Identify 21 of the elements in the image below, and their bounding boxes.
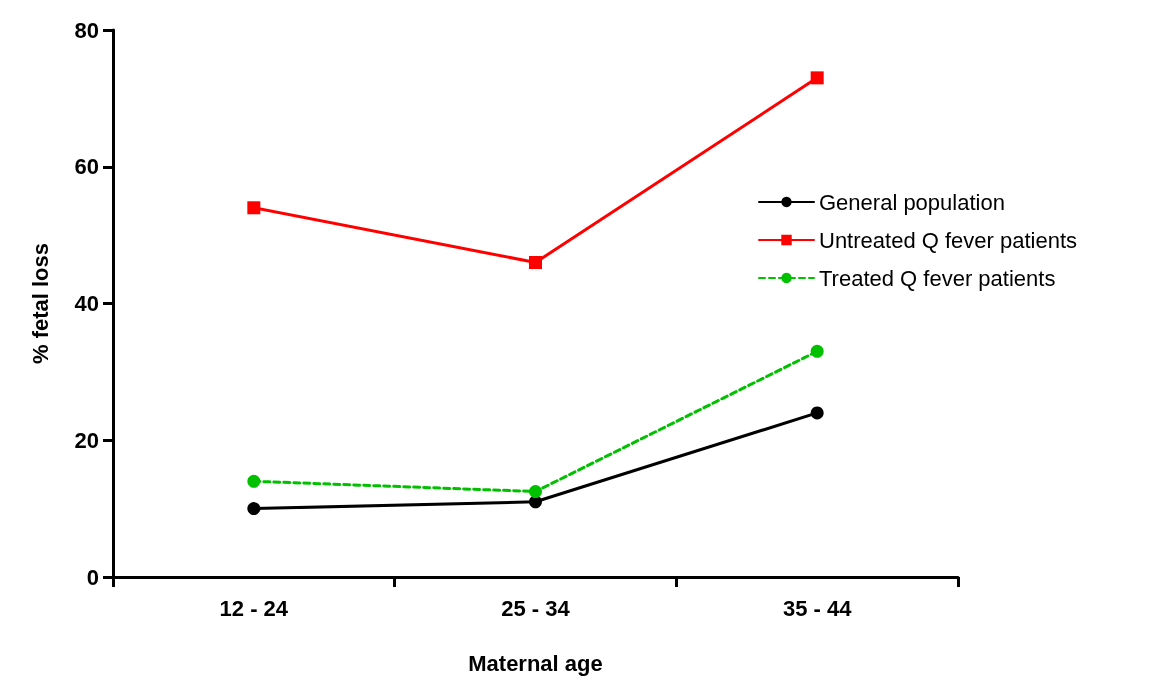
x-tick-label: 12 - 24 <box>219 595 289 621</box>
point <box>247 201 261 215</box>
x-axis-title: Maternal age <box>468 650 603 676</box>
point <box>529 255 542 269</box>
point <box>810 406 824 420</box>
point <box>810 344 824 358</box>
y-tick-label: 60 <box>74 154 99 180</box>
y-tick-label: 40 <box>74 291 99 316</box>
y-tick-label: 20 <box>74 427 99 453</box>
legend-label: Untreated Q fever patients <box>819 227 1078 253</box>
y-tick-label: 0 <box>86 564 99 590</box>
y-tick-label: 80 <box>74 17 99 43</box>
point <box>810 71 824 85</box>
y-axis-title: % fetal loss <box>27 242 53 365</box>
point <box>529 485 542 499</box>
point <box>247 502 261 516</box>
x-tick-label: 35 - 44 <box>782 595 853 621</box>
point <box>247 474 261 488</box>
legend-label: Treated Q fever patients <box>819 265 1056 291</box>
legend-label: General population <box>819 189 1005 215</box>
x-tick-label: 25 - 34 <box>501 595 571 621</box>
